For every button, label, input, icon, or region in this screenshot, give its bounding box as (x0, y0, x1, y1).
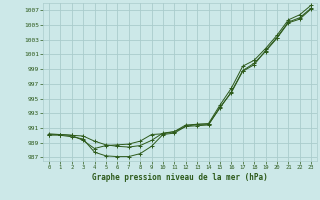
X-axis label: Graphe pression niveau de la mer (hPa): Graphe pression niveau de la mer (hPa) (92, 173, 268, 182)
